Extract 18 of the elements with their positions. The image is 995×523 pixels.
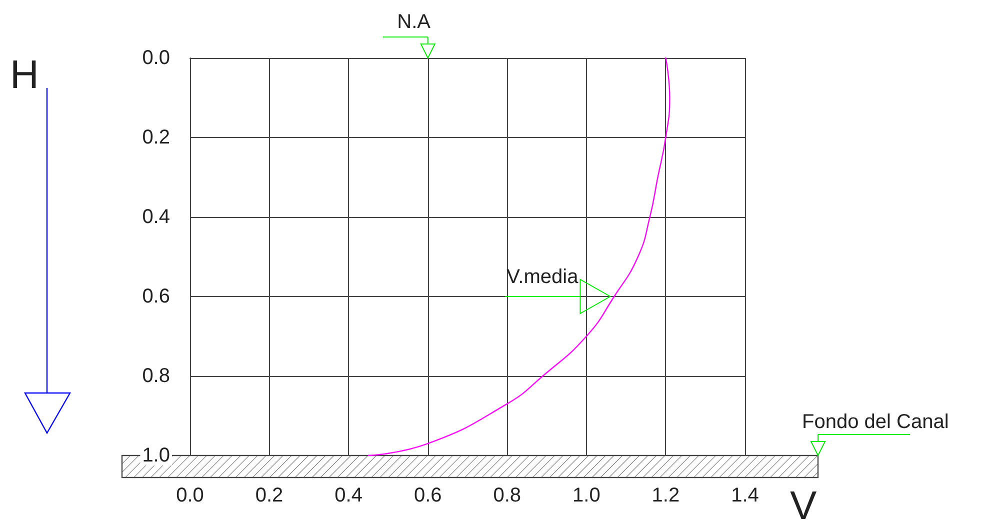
y-tick-label: 0.4: [142, 206, 170, 228]
y-tick-label: 0.0: [142, 47, 170, 69]
x-tick-label: 0.8: [493, 484, 522, 506]
x-tick-label: 1.2: [652, 484, 680, 506]
x-tick-label: 1.0: [572, 484, 600, 506]
x-tick-label: 0.6: [414, 484, 442, 506]
x-tick-label: 0.0: [176, 484, 204, 506]
x-tick-label: 0.2: [255, 484, 284, 506]
y-tick-label: 1.0: [142, 444, 170, 466]
y-axis-title: H: [10, 53, 39, 97]
y-tick-label: 0.8: [142, 365, 170, 387]
x-tick-label: 0.4: [334, 484, 362, 506]
text: Fondo del Canal: [802, 410, 949, 432]
x-axis-title: V: [790, 484, 817, 523]
y-tick-label: 0.6: [142, 286, 170, 308]
text: N.A: [397, 11, 431, 33]
x-tick-label: 1.4: [731, 484, 759, 506]
y-tick-label: 0.2: [142, 126, 170, 148]
